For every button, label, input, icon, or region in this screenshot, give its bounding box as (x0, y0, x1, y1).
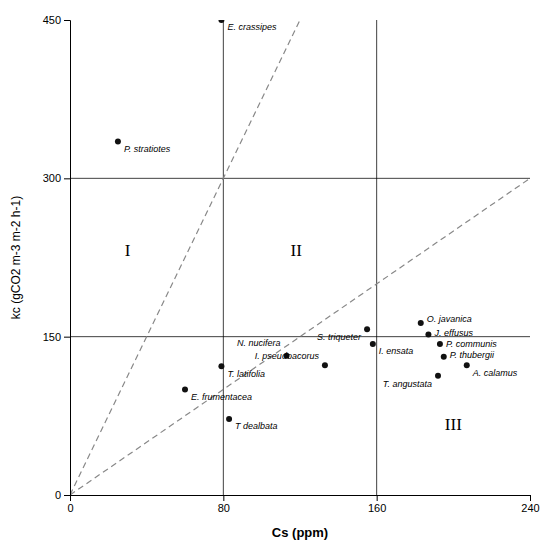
y-tick: 300 (43, 172, 70, 184)
point-label: N. nucifera (237, 338, 281, 348)
x-axis-line (71, 496, 531, 502)
point-label: I. pseudoacorus (255, 351, 320, 361)
x-tick-label: 160 (368, 502, 386, 514)
point (364, 326, 370, 332)
point-label: E. frumentacea (191, 392, 252, 402)
point-labels: E. crassipes P. stratiotes T. latifolia E. … (124, 22, 518, 431)
x-tick: 0 (67, 495, 73, 514)
y-tick-mark (64, 495, 70, 496)
point (418, 320, 424, 326)
plot-root: 0 80 160 240 0 150 300 450 E. crassipes P. strati… (9, 14, 540, 540)
y-axis-line (64, 21, 71, 496)
point (435, 373, 441, 379)
horizontal-divider (70, 178, 530, 179)
x-tick-label: 80 (218, 502, 230, 514)
x-axis-title: Cs (ppm) (272, 525, 328, 540)
vertical-divider (376, 20, 377, 495)
y-tick: 0 (55, 489, 70, 501)
y-tick-mark (64, 178, 70, 179)
x-axis: 0 80 160 240 (67, 495, 539, 514)
chart-container: 0 80 160 240 0 150 300 450 E. crassipes P. strati… (0, 0, 550, 550)
vertical-dividers (223, 20, 376, 495)
point-label: E. crassipes (227, 22, 277, 32)
point-label: O. javanica (427, 314, 472, 324)
x-tick-mark (377, 495, 378, 501)
point (218, 363, 224, 369)
y-tick: 150 (43, 331, 70, 343)
point (115, 138, 121, 144)
y-tick-mark (64, 20, 70, 21)
point-label: S. triqueter (317, 332, 362, 342)
y-tick-label: 450 (43, 14, 61, 26)
x-tick-label: 0 (67, 502, 73, 514)
point-label: T dealbata (235, 421, 278, 431)
x-tick: 80 (218, 495, 230, 514)
chart-svg: 0 80 160 240 0 150 300 450 E. crassipes P. strati… (0, 0, 550, 550)
point-label: P. communis (446, 339, 497, 349)
point (322, 362, 328, 368)
y-tick-label: 300 (43, 172, 61, 184)
point-label: T. angustata (383, 379, 432, 389)
y-axis: 0 150 300 450 (43, 14, 71, 501)
point-label: A. calamus (472, 368, 518, 378)
points (115, 20, 470, 422)
point-label: P. thubergii (450, 350, 495, 360)
x-tick-mark (223, 495, 224, 501)
vertical-divider (223, 20, 224, 495)
point (218, 20, 224, 23)
point (441, 354, 447, 360)
point-label: I. ensata (379, 346, 414, 356)
y-tick-label: 0 (55, 489, 61, 501)
dashed-line (70, 20, 300, 495)
y-tick-label: 150 (43, 331, 61, 343)
point-label: J. effusus (433, 328, 473, 338)
x-tick-label: 240 (521, 502, 539, 514)
point-label: T. latifolia (227, 369, 265, 379)
point (425, 332, 431, 338)
x-tick: 160 (368, 495, 386, 514)
y-axis-title: kc (gCO2 m-3 m-2 h-1) (9, 196, 23, 319)
plot-area (70, 20, 530, 495)
point-label: P. stratiotes (124, 144, 171, 154)
dashed-line (70, 178, 530, 495)
y-tick-mark (64, 337, 70, 338)
x-tick: 240 (521, 495, 539, 514)
region-label: I (125, 241, 131, 260)
point (437, 341, 443, 347)
point (370, 341, 376, 347)
x-tick-mark (530, 495, 531, 501)
point (182, 386, 188, 392)
point (226, 416, 232, 422)
region-labels: IIIIII (125, 241, 462, 434)
horizontal-dividers (70, 178, 530, 336)
y-tick: 450 (43, 14, 70, 26)
region-label: III (445, 415, 462, 434)
region-label: II (291, 241, 303, 260)
point (464, 362, 470, 368)
